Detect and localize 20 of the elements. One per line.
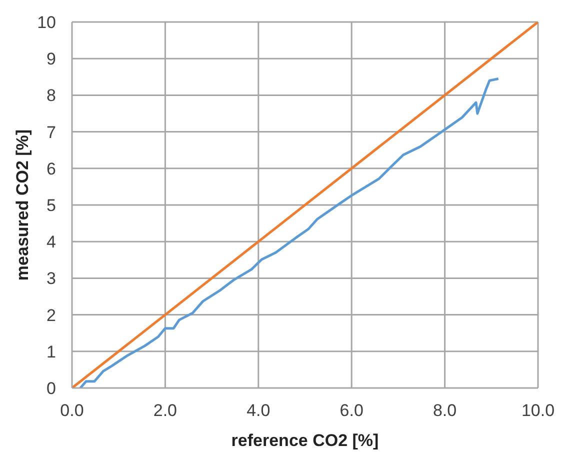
x-axis-title: reference CO2 [%] xyxy=(231,431,379,450)
y-tick-label: 3 xyxy=(46,269,56,288)
x-tick-label: 4.0 xyxy=(246,401,270,420)
y-tick-label: 4 xyxy=(46,232,56,252)
y-tick-label: 2 xyxy=(46,306,56,325)
x-tick-label: 2.0 xyxy=(153,401,178,420)
y-tick-label: 6 xyxy=(46,159,56,178)
y-tick-label: 10 xyxy=(37,13,56,32)
line-series xyxy=(79,77,500,388)
x-tick-label: 8.0 xyxy=(432,401,457,420)
y-tick-label: 0 xyxy=(46,379,56,398)
x-tick-label: 6.0 xyxy=(340,401,364,420)
x-tick-label: 10.0 xyxy=(521,401,555,420)
y-tick-label: 5 xyxy=(46,196,56,216)
y-tick-label: 9 xyxy=(46,50,56,69)
y-tick-label: 7 xyxy=(46,122,56,142)
y-axis-title: measured CO2 [%] xyxy=(13,129,32,281)
y-tick-label: 8 xyxy=(46,86,56,106)
x-tick-label: 0.0 xyxy=(60,401,84,420)
y-tick-label: 1 xyxy=(46,342,56,362)
